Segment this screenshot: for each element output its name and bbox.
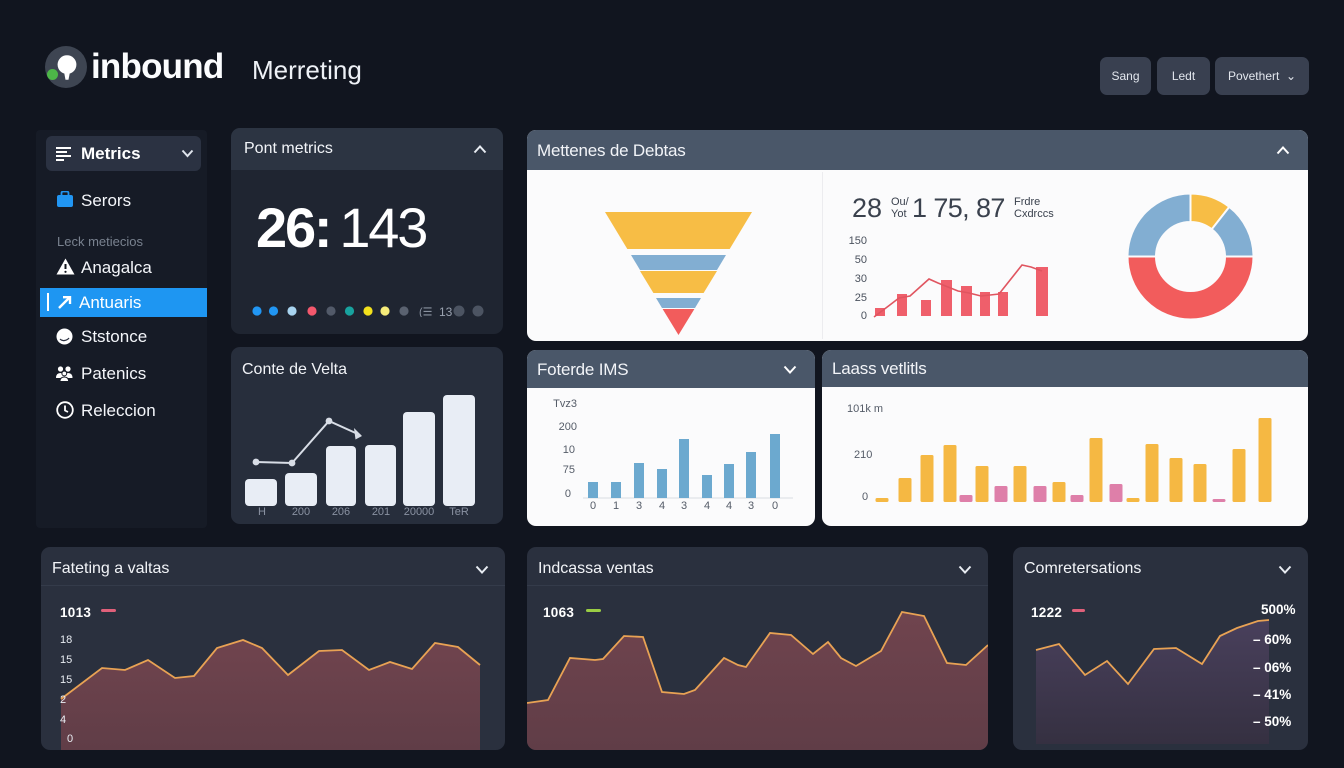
svg-text:25: 25 — [855, 292, 867, 304]
svg-text:0: 0 — [590, 500, 596, 512]
svg-text:200: 200 — [292, 506, 310, 515]
svg-text:1: 1 — [613, 500, 619, 512]
svg-text:0: 0 — [67, 733, 73, 745]
svg-text:101k m: 101k m — [847, 403, 883, 415]
svg-text:0: 0 — [861, 310, 867, 322]
svg-text:15: 15 — [60, 674, 72, 686]
svg-text:210: 210 — [854, 449, 872, 461]
svg-text:(☰: (☰ — [419, 307, 433, 318]
svg-text:0: 0 — [862, 491, 868, 503]
svg-text:3: 3 — [636, 500, 642, 512]
svg-text:150: 150 — [849, 235, 867, 247]
svg-text:0: 0 — [772, 500, 778, 512]
svg-text:4: 4 — [704, 500, 710, 512]
svg-text:H: H — [258, 506, 266, 515]
svg-text:30: 30 — [855, 273, 867, 285]
svg-text:0: 0 — [565, 488, 571, 500]
svg-text:3: 3 — [681, 500, 687, 512]
svg-text:20000: 20000 — [404, 506, 435, 515]
svg-text:4: 4 — [726, 500, 732, 512]
svg-text:Tvz3: Tvz3 — [553, 398, 577, 410]
svg-text:4: 4 — [659, 500, 665, 512]
svg-text:201: 201 — [372, 506, 390, 515]
svg-text:75: 75 — [563, 464, 575, 476]
svg-text:200: 200 — [559, 421, 577, 433]
svg-text:3: 3 — [748, 500, 754, 512]
svg-text:18: 18 — [60, 634, 72, 646]
svg-text:2: 2 — [60, 694, 66, 706]
svg-text:15: 15 — [60, 654, 72, 666]
svg-text:4: 4 — [60, 714, 66, 726]
svg-text:TeR: TeR — [449, 506, 469, 515]
svg-text:50: 50 — [855, 254, 867, 266]
svg-text:10: 10 — [563, 444, 575, 456]
svg-text:13: 13 — [439, 305, 453, 317]
svg-text:206: 206 — [332, 506, 350, 515]
